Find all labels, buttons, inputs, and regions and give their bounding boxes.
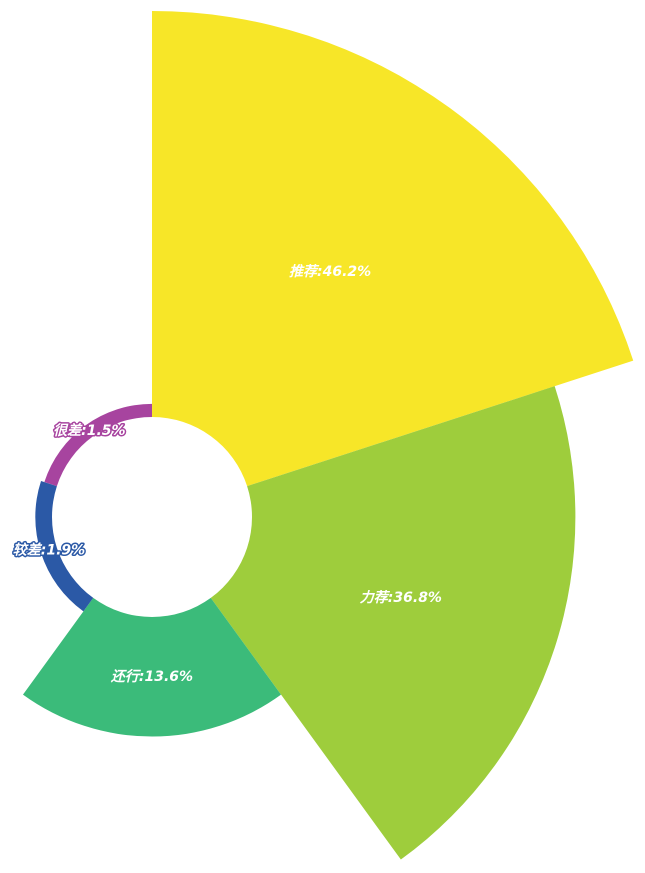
sector-label: 很差:1.5% (53, 422, 125, 439)
sector (210, 386, 576, 860)
sector (152, 11, 634, 487)
sector-label: 推荐:46.2% (289, 263, 371, 280)
sector (35, 480, 94, 612)
sector-label: 较差:1.9% (13, 541, 85, 558)
sector-label: 还行:13.6% (110, 668, 193, 685)
sector (22, 597, 282, 737)
sector-label: 力荐:36.8% (360, 589, 442, 606)
sector (44, 403, 152, 487)
